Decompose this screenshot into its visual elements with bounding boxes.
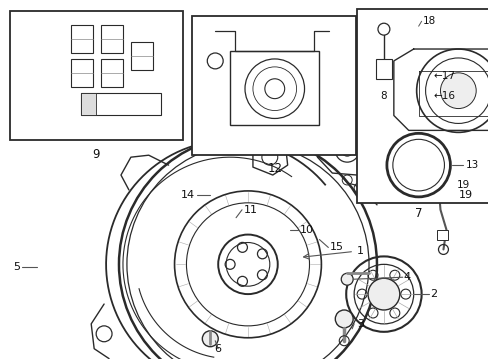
Bar xyxy=(101,25,123,53)
Text: 5: 5 xyxy=(13,262,20,272)
Bar xyxy=(72,25,93,53)
Circle shape xyxy=(28,32,55,60)
Text: 18: 18 xyxy=(422,16,436,26)
Circle shape xyxy=(322,140,336,154)
Circle shape xyxy=(341,273,353,285)
Bar xyxy=(131,42,153,70)
Text: 15: 15 xyxy=(329,243,343,252)
Text: 12: 12 xyxy=(267,162,282,175)
Bar xyxy=(101,59,123,87)
Text: 8: 8 xyxy=(381,91,387,101)
Circle shape xyxy=(35,39,49,53)
Circle shape xyxy=(35,79,49,93)
Text: 11: 11 xyxy=(244,205,258,215)
Bar xyxy=(407,96,437,113)
Text: 10: 10 xyxy=(299,225,314,235)
Text: 6: 6 xyxy=(215,344,221,354)
Bar xyxy=(81,93,96,114)
Text: 14: 14 xyxy=(181,190,196,200)
Text: ←17: ←17 xyxy=(434,71,456,81)
Text: 1: 1 xyxy=(357,247,364,256)
Bar xyxy=(437,140,448,150)
Bar xyxy=(81,93,161,114)
Circle shape xyxy=(28,72,55,100)
Bar xyxy=(72,59,93,87)
Text: 9: 9 xyxy=(93,148,100,161)
Circle shape xyxy=(441,73,476,109)
Text: 4: 4 xyxy=(404,272,411,282)
Text: 13: 13 xyxy=(466,160,480,170)
Circle shape xyxy=(368,278,400,310)
Text: 3: 3 xyxy=(357,319,364,329)
Circle shape xyxy=(309,129,322,142)
Text: 7: 7 xyxy=(415,207,422,220)
Bar xyxy=(10,11,183,140)
Bar xyxy=(230,51,319,125)
Bar xyxy=(437,185,448,195)
Text: 19: 19 xyxy=(456,180,469,190)
Circle shape xyxy=(335,310,353,328)
Circle shape xyxy=(202,331,218,347)
Bar xyxy=(357,9,490,203)
Bar xyxy=(437,230,448,239)
Circle shape xyxy=(412,19,426,33)
Bar xyxy=(193,16,356,155)
Circle shape xyxy=(341,144,353,156)
Circle shape xyxy=(408,77,416,85)
Text: 2: 2 xyxy=(431,289,438,299)
Bar xyxy=(376,59,392,79)
Text: 19: 19 xyxy=(458,190,472,200)
Text: ←16: ←16 xyxy=(434,91,456,101)
